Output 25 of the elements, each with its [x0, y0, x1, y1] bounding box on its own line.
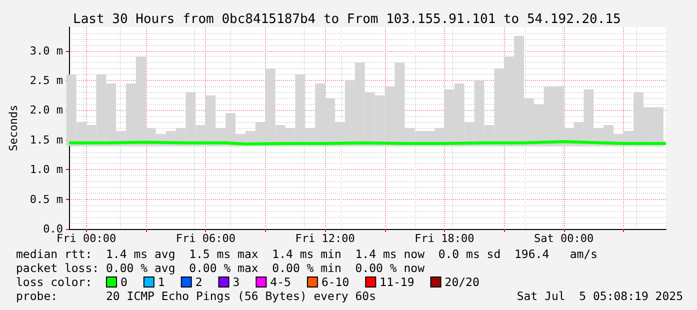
x-tick-label: Fri 18:00	[414, 232, 474, 245]
legend-label: 20/20	[444, 275, 480, 289]
y-tick-label: 1.5 m	[30, 133, 64, 146]
x-tick-label: Fri 12:00	[295, 232, 355, 245]
legend-label: 2	[195, 275, 202, 289]
y-axis-title: Seconds	[7, 104, 20, 152]
x-tick-label: Sat 00:00	[534, 232, 594, 245]
legend-label: 3	[232, 275, 240, 289]
text: loss color:	[16, 275, 92, 289]
text: packet loss: 0.00 % avg 0.00 % max 0.00 % min 0.00 % now	[16, 261, 424, 275]
legend-label: 1	[158, 275, 165, 289]
y-tick-label: 0.5 m	[30, 192, 64, 206]
legend-label: 4-5	[270, 275, 291, 289]
text: Sat Jul 5 05:08:19 2025	[516, 289, 683, 303]
legend-label: 11-19	[380, 275, 414, 289]
y-tick-label: 3.0 m	[30, 44, 64, 58]
legend-label: 0	[120, 275, 128, 289]
y-tick-label: 2.0 m	[30, 104, 64, 117]
x-tick-label: Fri 06:00	[176, 232, 236, 245]
y-tick-label: 2.5 m	[30, 74, 64, 87]
y-tick-label: 1.0 m	[30, 163, 64, 176]
chart-title: Last 30 Hours from 0bc8415187b4 to From 103.155.91.101 to 54.192.20.15	[73, 12, 621, 27]
text: probe: 20 ICMP Echo Pings (56 Bytes) every 60s	[16, 289, 376, 303]
legend-label: 6-10	[321, 275, 350, 289]
text: median rtt: 1.4 ms avg 1.5 ms max 1.4 ms min 1.4 ms now 0.0 ms sd 196.4 am/s	[16, 247, 598, 261]
